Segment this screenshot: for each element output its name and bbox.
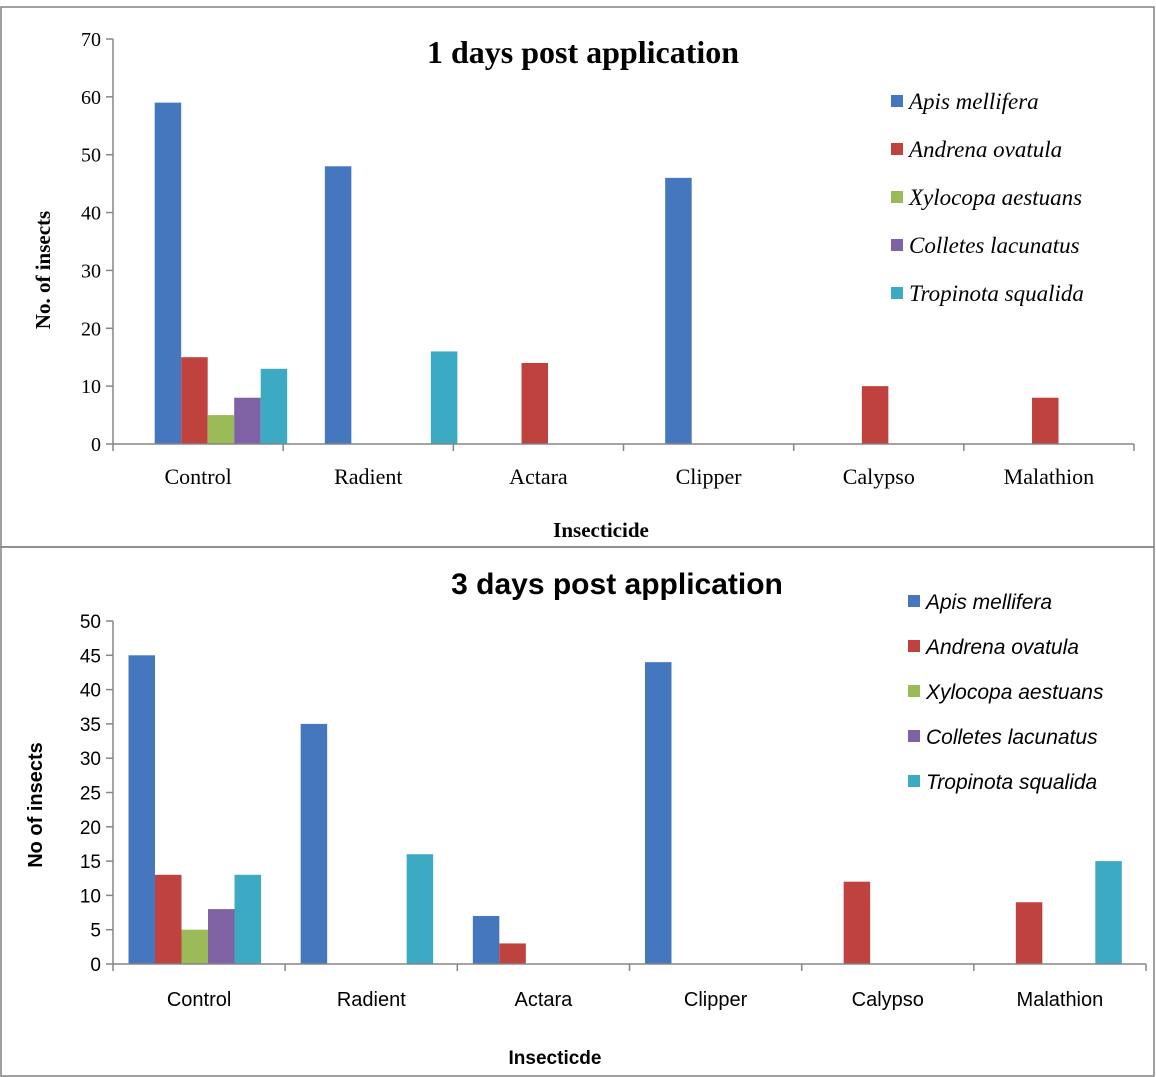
panel-1-x-ticks: Control Radient Actara Clipper Calypso Malath… (112, 444, 1135, 489)
legend-label-colletes-lacunatus: Colletes lacunatus (909, 233, 1080, 258)
bar-control-xylocopa-aestuans (207, 415, 235, 444)
y-tick-label: 40 (80, 681, 101, 702)
bar-control-tropinota-squalida (260, 368, 288, 444)
bar-clipper-apis-mellifera (665, 177, 692, 445)
legend-label-apis-mellifera: Apis mellifera (907, 89, 1039, 114)
bar-malathion-andrena-ovatula (1015, 902, 1043, 964)
legend-label-xylocopa-aestuans: Xylocopa aestuans (908, 185, 1082, 210)
y-tick-label: 10 (80, 886, 101, 907)
legend-swatch-xylocopa-aestuans (891, 191, 903, 203)
y-tick-label: 35 (80, 715, 101, 736)
bar-actara-apis-mellifera (472, 915, 500, 964)
legend-swatch-tropinota-squalida (908, 775, 920, 787)
y-tick-label: 20 (80, 818, 101, 839)
y-tick-label: 70 (81, 29, 101, 51)
bar-control-xylocopa-aestuans (181, 929, 208, 964)
x-tick-label-malathion: Malathion (1017, 989, 1104, 1011)
bar-control-colletes-lacunatus (234, 397, 261, 444)
y-tick-label: 40 (81, 203, 101, 225)
bar-calypso-andrena-ovatula (843, 881, 871, 964)
bar-radient-apis-mellifera (324, 166, 352, 445)
legend-label-tropinota-squalida: Tropinota squalida (909, 281, 1084, 306)
panel-2-bars (128, 655, 1122, 964)
legend-label-andrena-ovatula: Andrena ovatula (924, 636, 1079, 659)
panel-1-legend: Apis mellifera Andrena ovatula Xylocopa ae… (891, 89, 1084, 306)
panel-1-y-axis-label: No. of insects (31, 211, 55, 329)
panel-2-x-axis-label: Insecticde (509, 1048, 602, 1069)
y-tick-label: 5 (90, 921, 101, 942)
bar-calypso-andrena-ovatula (861, 386, 889, 444)
legend-swatch-colletes-lacunatus (908, 730, 920, 742)
bar-clipper-apis-mellifera (645, 662, 672, 964)
bar-control-apis-mellifera (128, 655, 155, 964)
y-tick-label: 45 (80, 646, 101, 667)
panel-2-x-ticks: Control Radient Actara Clipper Calypso Malath… (112, 964, 1147, 1011)
bar-actara-andrena-ovatula (499, 943, 526, 964)
x-tick-label-malathion: Malathion (1004, 464, 1094, 489)
legend-label-colletes-lacunatus: Colletes lacunatus (926, 726, 1098, 749)
bar-malathion-andrena-ovatula (1032, 397, 1059, 444)
legend-swatch-xylocopa-aestuans (908, 685, 920, 697)
legend-label-tropinota-squalida: Tropinota squalida (926, 771, 1097, 794)
y-tick-label: 30 (81, 260, 101, 282)
panel-2-border (0, 546, 1155, 1077)
y-tick-label: 10 (81, 376, 101, 398)
x-tick-label-radient: Radient (337, 989, 406, 1011)
panel-1-title: 1 days post application (427, 34, 739, 70)
x-tick-label-radient: Radient (334, 464, 402, 489)
legend-swatch-tropinota-squalida (891, 287, 903, 299)
bar-malathion-tropinota-squalida (1095, 861, 1122, 964)
x-tick-label-control: Control (167, 989, 231, 1011)
panel-1-y-ticks: 0 10 20 30 40 50 60 70 (81, 29, 113, 456)
y-tick-label: 50 (81, 145, 101, 167)
bar-control-andrena-ovatula (155, 874, 182, 964)
legend-label-apis-mellifera: Apis mellifera (924, 591, 1052, 614)
panel-2-chart: 0 5 10 15 20 25 30 35 40 45 50 Control Radient Actar… (25, 568, 1147, 1069)
legend-swatch-colletes-lacunatus (891, 239, 903, 251)
y-tick-label: 0 (91, 434, 101, 456)
panel-1-x-axis-label: Insecticide (553, 518, 649, 542)
x-tick-label-actara: Actara (509, 464, 568, 489)
panel-1-chart: 0 10 20 30 40 50 60 70 Control Radient Actara Clip… (31, 29, 1135, 542)
y-tick-label: 15 (80, 852, 101, 873)
bar-control-colletes-lacunatus (208, 909, 235, 964)
y-tick-label: 0 (90, 955, 101, 976)
legend-swatch-andrena-ovatula (908, 640, 920, 652)
y-tick-label: 60 (81, 87, 101, 109)
x-tick-label-actara: Actara (514, 989, 573, 1011)
panel-2-y-ticks: 0 5 10 15 20 25 30 35 40 45 50 (80, 612, 113, 976)
bar-control-apis-mellifera (154, 102, 182, 444)
y-tick-label: 25 (80, 784, 101, 805)
y-tick-label: 20 (81, 318, 101, 340)
panel-1-bars (154, 102, 1059, 445)
legend-swatch-apis-mellifera (908, 595, 920, 607)
legend-swatch-andrena-ovatula (891, 143, 903, 155)
bar-actara-andrena-ovatula (521, 363, 549, 444)
bar-control-tropinota-squalida (234, 874, 261, 964)
x-tick-label-calypso: Calypso (843, 464, 915, 489)
bar-radient-tropinota-squalida (430, 351, 458, 444)
panel-2-y-axis-label: No of insects (25, 742, 47, 868)
legend-label-xylocopa-aestuans: Xylocopa aestuans (925, 681, 1104, 704)
y-tick-label: 30 (80, 749, 101, 770)
legend-swatch-apis-mellifera (891, 95, 903, 107)
bar-control-andrena-ovatula (181, 357, 208, 444)
legend-label-andrena-ovatula: Andrena ovatula (907, 137, 1062, 162)
x-tick-label-clipper: Clipper (684, 989, 748, 1011)
y-tick-label: 50 (80, 612, 101, 633)
x-tick-label-clipper: Clipper (676, 464, 743, 489)
x-tick-label-calypso: Calypso (852, 989, 924, 1011)
x-tick-label-control: Control (164, 464, 231, 489)
panel-2-legend: Apis mellifera Andrena ovatula Xylocopa ae… (908, 591, 1104, 794)
panel-2-title: 3 days post application (451, 568, 783, 601)
bar-radient-apis-mellifera (300, 723, 328, 964)
bar-radient-tropinota-squalida (406, 854, 434, 964)
